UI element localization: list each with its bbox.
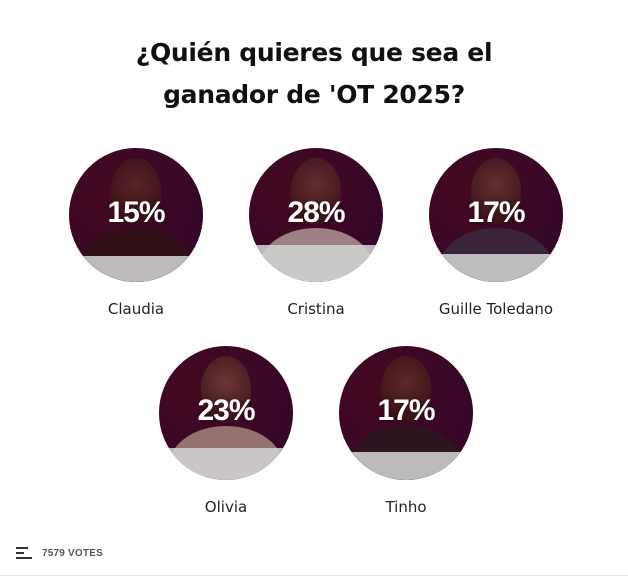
poll-option-claudia[interactable]: 15% Claudia [46, 148, 226, 328]
result-fill-bar [159, 448, 293, 480]
option-photo-circle [69, 148, 203, 282]
poll-bars-icon [16, 547, 32, 559]
votes-count: 7579 [42, 547, 66, 559]
option-percent: 28% [287, 196, 345, 229]
poll-title: ¿Quién quieres que sea el ganador de 'OT… [0, 32, 628, 116]
option-photo-circle [249, 148, 383, 282]
candidate-head [201, 356, 251, 422]
option-percent: 17% [377, 394, 435, 427]
option-photo-circle [159, 346, 293, 480]
result-fill-bar [249, 245, 383, 282]
option-name: Tinho [385, 498, 427, 516]
poll-option-tinho[interactable]: 17% Tinho [316, 346, 496, 526]
option-name: Claudia [107, 300, 165, 318]
option-name: Olivia [204, 498, 248, 516]
candidate-head [381, 356, 431, 422]
option-name: Guille Toledano [438, 300, 554, 318]
result-fill-bar [339, 452, 473, 480]
option-photo-circle [339, 346, 473, 480]
poll-option-cristina[interactable]: 28% Cristina [226, 148, 406, 328]
option-percent: 17% [467, 196, 525, 229]
candidate-head [291, 158, 341, 224]
candidate-head [111, 158, 161, 224]
option-percent: 23% [197, 394, 255, 427]
bottom-divider [0, 575, 628, 576]
candidate-head [471, 158, 521, 224]
option-name: Cristina [287, 300, 345, 318]
result-fill-bar [69, 256, 203, 282]
poll-option-guille-toledano[interactable]: 17% Guille Toledano [406, 148, 586, 328]
votes-label: VOTES [68, 547, 103, 559]
poll-title-line-1: ¿Quién quieres que sea el [135, 38, 493, 67]
option-percent: 15% [107, 196, 165, 229]
option-photo-circle [429, 148, 563, 282]
result-fill-bar [429, 254, 563, 282]
poll-option-olivia[interactable]: 23% Olivia [136, 346, 316, 526]
poll-title-line-2: ganador de 'OT 2025? [163, 80, 465, 109]
poll-footer: 7579 VOTES [16, 545, 103, 561]
